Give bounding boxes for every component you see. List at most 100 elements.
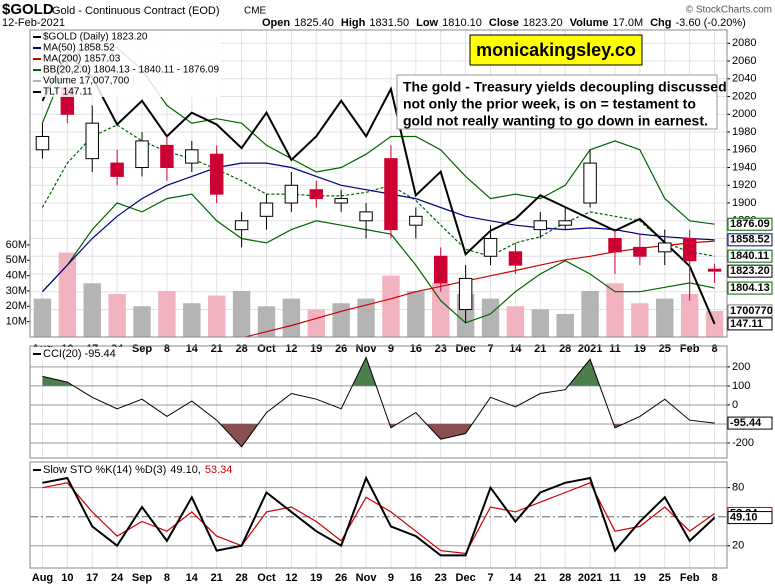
- plot-area: [42, 356, 715, 448]
- end-label: 1858.52: [730, 234, 770, 246]
- volume-bar: [232, 290, 251, 337]
- x-tick-label: 8: [711, 572, 717, 584]
- legend-label: CCI(20) -95.44: [43, 348, 116, 360]
- candle-body: [558, 220, 572, 226]
- y-tick-label: 2020: [732, 90, 756, 102]
- quote-value: 1831.50: [369, 17, 409, 29]
- volume-bar: [332, 303, 350, 337]
- bollinger-lower: [41, 193, 715, 324]
- y-tick-label: 2000: [732, 108, 756, 120]
- y-tick-label: 1920: [732, 179, 756, 191]
- y-tick-label: 20: [732, 540, 744, 552]
- note-box: [396, 74, 718, 130]
- x-tick-label: 17: [86, 572, 98, 584]
- volume-bar: [382, 275, 400, 337]
- volume-bar: [656, 298, 674, 337]
- x-tick-label: 25: [659, 343, 671, 355]
- candle-body: [384, 158, 398, 231]
- volume-bar: [58, 252, 77, 337]
- candle-body: [135, 140, 149, 169]
- y-tick-label: 2080: [732, 37, 756, 49]
- end-label: 1804.13: [730, 282, 770, 294]
- x-tick-label: 12: [285, 572, 297, 584]
- y-tick-label: 1980: [732, 126, 756, 138]
- end-label: -95.44: [730, 417, 762, 429]
- candle-body: [309, 189, 323, 200]
- x-tick-label: Oct: [257, 343, 276, 355]
- x-tick-label: 2021: [578, 343, 602, 355]
- volume-bar: [531, 309, 550, 337]
- x-tick-label: 16: [410, 343, 422, 355]
- x-tick-label: 19: [310, 343, 322, 355]
- volume-bar: [133, 306, 151, 337]
- description: Gold - Continuous Contract (EOD): [52, 5, 220, 17]
- volume-bar: [407, 290, 425, 337]
- end-label-box: [727, 317, 773, 331]
- y2-tick-label: 10M: [6, 316, 27, 328]
- volume-bar: [207, 295, 226, 337]
- y-tick-label: 2040: [732, 73, 756, 85]
- end-label-box: [727, 264, 773, 278]
- candle-body: [682, 238, 697, 262]
- x-tick-label: 21: [211, 343, 223, 355]
- volume-bar: [183, 303, 201, 337]
- x-tick-label: 24: [111, 572, 124, 584]
- cci-line: [42, 356, 715, 448]
- y2-tick-label: 50M: [6, 254, 27, 266]
- x-tick-label: 26: [335, 572, 347, 584]
- end-label-box: [727, 249, 773, 263]
- candle-body: [259, 202, 274, 217]
- x-tick-label: Oct: [257, 572, 276, 584]
- quote-value: 1825.40: [294, 17, 334, 29]
- volume-bar: [432, 283, 450, 337]
- y2-tick-label: 20M: [6, 300, 27, 312]
- end-label: 49.10: [730, 511, 758, 523]
- volume-bar: [481, 298, 500, 337]
- volume-bar: [506, 306, 525, 337]
- x-tick-label: 19: [634, 343, 646, 355]
- candle-body: [409, 215, 423, 226]
- candle-body: [234, 220, 249, 231]
- legend-label: TLT 147.11: [43, 87, 93, 98]
- x-tick-label: 28: [235, 572, 247, 584]
- volume-bar: [282, 298, 301, 337]
- x-tick-label: 28: [235, 343, 247, 355]
- y-tick-label: 0: [732, 399, 738, 411]
- candle-body: [658, 242, 672, 253]
- volume-bar: [631, 303, 649, 337]
- candle-body: [110, 162, 124, 177]
- date: 12-Feb-2021: [2, 17, 65, 29]
- candle-body: [359, 211, 373, 222]
- symbol: $GOLD: [2, 1, 54, 18]
- y-tick-label: 1940: [732, 161, 756, 173]
- watermark: monicakingsley.co: [476, 40, 636, 60]
- candle-body: [160, 144, 174, 169]
- watermark-box: [469, 34, 643, 66]
- quote-line: Open 1825.40 High 1831.50 Low 1810.10 Close 182…: [262, 17, 746, 29]
- x-tick-label: Nov: [356, 572, 378, 584]
- y-tick-label: 80: [732, 482, 744, 494]
- candle-body: [85, 122, 99, 160]
- x-tick-label: 26: [335, 343, 347, 355]
- legend-box: [31, 347, 129, 360]
- volume-bar: [606, 283, 624, 337]
- x-tick-label: 25: [659, 572, 671, 584]
- legend-value: 49.10,: [170, 464, 201, 476]
- end-label-box: [727, 281, 773, 295]
- x-tick-label: 14: [186, 572, 199, 584]
- quote-label: Volume: [570, 17, 609, 29]
- overlay-line: [41, 162, 715, 293]
- candle-body: [533, 220, 548, 231]
- copyright: © StockCharts.com: [686, 5, 772, 16]
- y-tick-label: 200: [732, 361, 750, 373]
- volume-bar: [581, 290, 599, 337]
- end-label: 1700770: [730, 305, 773, 317]
- quote-label: Close: [489, 17, 519, 29]
- volume-bar: [680, 294, 699, 337]
- plot-area: [42, 475, 716, 557]
- candle-body: [284, 184, 299, 204]
- y2-tick-label: 60M: [6, 239, 27, 251]
- x-tick-label: Feb: [680, 343, 700, 355]
- end-label: 1840.11: [730, 250, 769, 262]
